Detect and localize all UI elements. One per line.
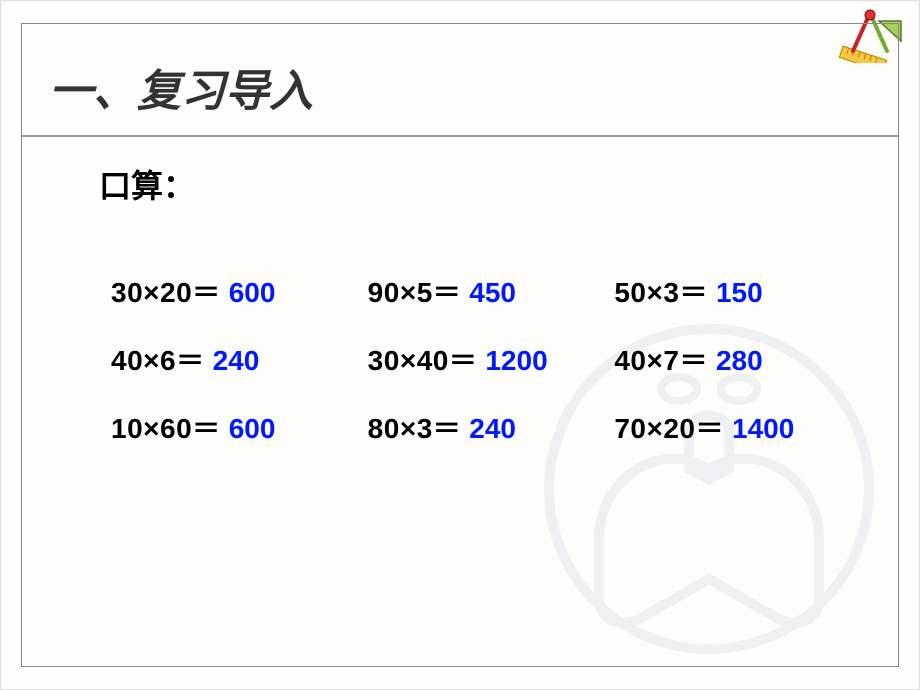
operand-b: 6 [160, 345, 176, 377]
operand-a: 40 [614, 345, 646, 377]
operand-a: 30 [111, 277, 143, 309]
title-underline [21, 135, 899, 137]
operand-a: 10 [111, 413, 143, 445]
problem-cell: 80 × 3 ＝ 240 [358, 407, 615, 447]
operand-b: 3 [417, 413, 433, 445]
equals-sign: ＝ [192, 271, 221, 311]
problem-cell: 90 × 5 ＝ 450 [358, 271, 615, 311]
equals-sign: ＝ [679, 271, 708, 311]
mult-sign: × [647, 277, 664, 309]
mult-sign: × [400, 413, 417, 445]
operand-b: 3 [663, 277, 679, 309]
answer: 600 [229, 413, 276, 445]
mult-sign: × [400, 345, 417, 377]
problem-cell: 50 × 3 ＝ 150 [614, 271, 861, 311]
problem-row: 30 × 20 ＝ 600 90 × 5 ＝ 450 50 × 3 ＝ 150 [91, 271, 861, 311]
answer: 240 [469, 413, 516, 445]
equals-sign: ＝ [433, 271, 462, 311]
problem-cell: 70 × 20 ＝ 1400 [614, 407, 861, 447]
answer: 600 [229, 277, 276, 309]
problem-cell: 10 × 60 ＝ 600 [91, 407, 358, 447]
compass-ruler-icon [835, 7, 905, 63]
equals-sign: ＝ [449, 339, 478, 379]
equals-sign: ＝ [176, 339, 205, 379]
operand-a: 90 [368, 277, 400, 309]
answer: 280 [716, 345, 763, 377]
equals-sign: ＝ [433, 407, 462, 447]
mult-sign: × [647, 413, 664, 445]
subtitle: 口算： [99, 161, 195, 207]
problem-cell: 40 × 7 ＝ 280 [614, 339, 861, 379]
answer: 240 [213, 345, 260, 377]
answer: 1200 [485, 345, 547, 377]
section-title: 一、复习导入 [49, 55, 313, 119]
mult-sign: × [143, 413, 160, 445]
equals-sign: ＝ [679, 339, 708, 379]
mult-sign: × [647, 345, 664, 377]
problem-row: 10 × 60 ＝ 600 80 × 3 ＝ 240 70 × 20 ＝ 140… [91, 407, 861, 447]
equals-sign: ＝ [696, 407, 725, 447]
mult-sign: × [143, 277, 160, 309]
mult-sign: × [400, 277, 417, 309]
mult-sign: × [143, 345, 160, 377]
problem-row: 40 × 6 ＝ 240 30 × 40 ＝ 1200 40 × 7 ＝ 280 [91, 339, 861, 379]
problem-grid: 30 × 20 ＝ 600 90 × 5 ＝ 450 50 × 3 ＝ 150 [91, 271, 861, 475]
problem-cell: 30 × 20 ＝ 600 [91, 271, 358, 311]
answer: 450 [469, 277, 516, 309]
operand-a: 50 [614, 277, 646, 309]
operand-b: 5 [417, 277, 433, 309]
operand-a: 30 [368, 345, 400, 377]
operand-a: 40 [111, 345, 143, 377]
operand-b: 60 [160, 413, 192, 445]
problem-cell: 30 × 40 ＝ 1200 [358, 339, 615, 379]
operand-a: 70 [614, 413, 646, 445]
operand-a: 80 [368, 413, 400, 445]
answer: 150 [716, 277, 763, 309]
operand-b: 20 [160, 277, 192, 309]
operand-b: 20 [663, 413, 695, 445]
answer: 1400 [732, 413, 794, 445]
operand-b: 40 [417, 345, 449, 377]
problem-cell: 40 × 6 ＝ 240 [91, 339, 358, 379]
operand-b: 7 [663, 345, 679, 377]
slide: 一、复习导入 口算： 30 × 20 ＝ 600 90 × 5 ＝ 450 50… [0, 0, 920, 690]
equals-sign: ＝ [192, 407, 221, 447]
